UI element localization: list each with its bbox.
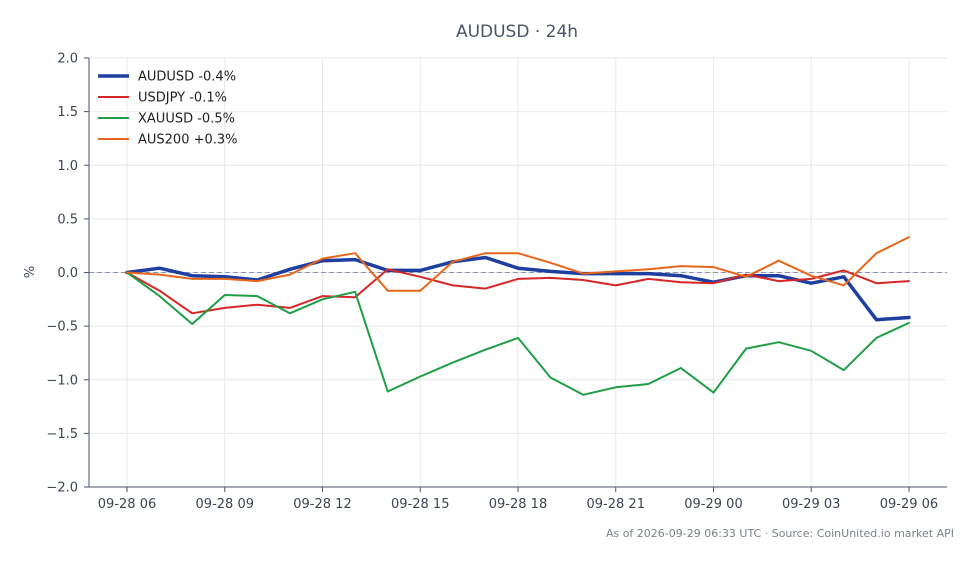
- x-tick-label: 09-28 06: [98, 497, 156, 512]
- y-tick-label: −2.0: [46, 481, 78, 496]
- y-tick-label: 2.0: [57, 52, 78, 67]
- series-line-3: [126, 236, 910, 292]
- series-line-1: [126, 268, 910, 315]
- y-tick-label: 1.0: [57, 159, 78, 174]
- x-tick-label: 09-29 03: [782, 497, 840, 512]
- legend-label-2: XAUUSD -0.5%: [138, 112, 235, 127]
- series-lines: [125, 236, 911, 396]
- y-ticks: −2.0 −1.5 −1.0 −0.5 0.0 0.5 1.0 1.5 2.0: [46, 52, 89, 496]
- x-tick-label: 09-28 09: [196, 497, 254, 512]
- chart-title: AUDUSD · 24h: [456, 22, 578, 42]
- x-tick-label: 09-28 21: [587, 497, 645, 512]
- x-tick-label: 09-29 06: [880, 497, 938, 512]
- x-ticks: 09-28 06 09-28 09 09-28 12 09-28 15 09-28 18…: [98, 487, 938, 512]
- legend: AUDUSD -0.4% USDJPY -0.1% XAUUSD -0.5% AUS2…: [98, 70, 238, 148]
- series-line-2: [126, 271, 910, 396]
- x-tick-label: 09-28 18: [489, 497, 547, 512]
- series-line-0: [125, 255, 911, 322]
- legend-label-1: USDJPY -0.1%: [138, 91, 227, 106]
- y-tick-label: −0.5: [46, 320, 78, 335]
- y-axis-label: %: [23, 266, 38, 278]
- legend-label-3: AUS200 +0.3%: [138, 133, 238, 148]
- y-tick-label: −1.0: [46, 373, 78, 388]
- x-tick-label: 09-28 12: [293, 497, 351, 512]
- footer-source: As of 2026-09-29 06:33 UTC · Source: Coi…: [606, 527, 954, 540]
- y-tick-label: 1.5: [57, 105, 78, 120]
- x-tick-label: 09-28 15: [391, 497, 449, 512]
- x-tick-label: 09-29 00: [684, 497, 742, 512]
- y-tick-label: −1.5: [46, 427, 78, 442]
- y-tick-label: 0.0: [57, 266, 78, 281]
- y-tick-label: 0.5: [57, 212, 78, 227]
- legend-label-0: AUDUSD -0.4%: [138, 70, 236, 85]
